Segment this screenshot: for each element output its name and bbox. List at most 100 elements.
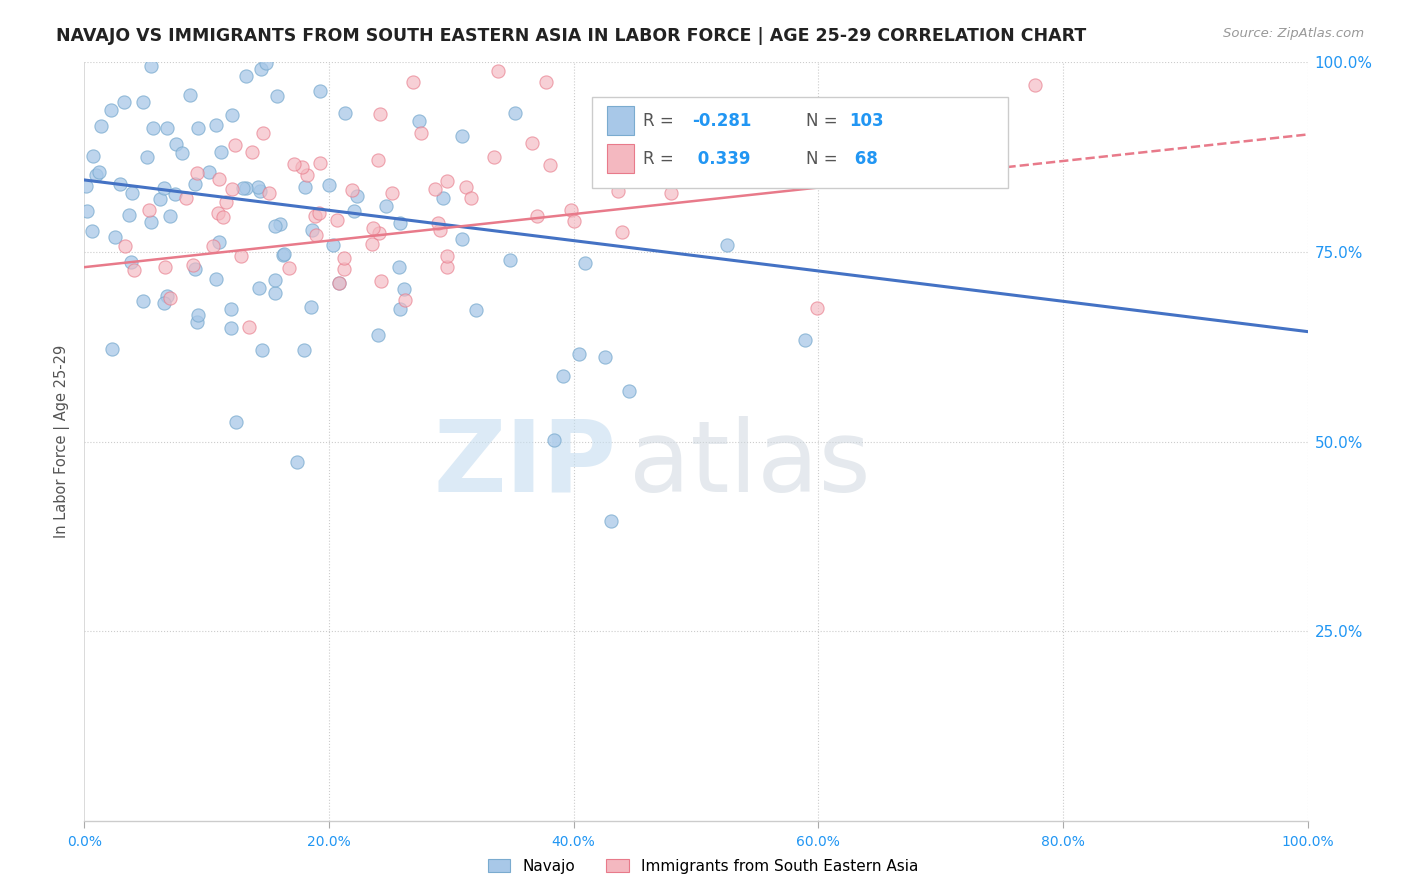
Point — [606, 184, 628, 198]
Point — [610, 225, 633, 239]
Point — [361, 220, 384, 235]
Point — [159, 291, 181, 305]
Point — [294, 180, 316, 194]
Point — [361, 236, 384, 251]
Point — [101, 343, 124, 357]
Point — [325, 213, 347, 227]
Point — [503, 106, 526, 120]
Point — [184, 261, 207, 276]
Point — [551, 369, 574, 384]
Point — [297, 168, 319, 182]
Point — [526, 209, 548, 223]
Point — [148, 40, 170, 54]
Point — [432, 190, 454, 204]
Point — [229, 249, 252, 263]
Point — [94, 40, 117, 54]
Point — [273, 246, 295, 260]
Text: Source: ZipAtlas.com: Source: ZipAtlas.com — [1223, 27, 1364, 40]
Point — [464, 303, 486, 318]
Point — [235, 180, 257, 194]
Point — [186, 165, 208, 179]
Point — [370, 274, 392, 288]
Point — [425, 182, 447, 196]
Point — [224, 138, 246, 153]
Point — [212, 210, 235, 224]
Point — [367, 153, 389, 167]
Point — [451, 231, 474, 245]
Point — [304, 228, 326, 243]
Text: 103: 103 — [849, 112, 883, 130]
Point — [427, 216, 450, 230]
Point — [232, 181, 254, 195]
Point — [100, 103, 122, 117]
Point — [716, 237, 738, 252]
Point — [90, 119, 112, 133]
Point — [141, 215, 163, 229]
Point — [163, 187, 186, 202]
Point — [225, 415, 247, 429]
Point — [153, 260, 176, 274]
Point — [277, 261, 299, 276]
Point — [257, 186, 280, 201]
Point — [159, 209, 181, 223]
Point — [335, 105, 357, 120]
Point — [328, 276, 350, 290]
Point — [197, 40, 219, 54]
Point — [436, 260, 458, 274]
Point — [207, 206, 229, 220]
Point — [534, 75, 557, 89]
Point — [538, 158, 561, 172]
Point — [187, 121, 209, 136]
Text: NAVAJO VS IMMIGRANTS FROM SOUTH EASTERN ASIA IN LABOR FORCE | AGE 25-29 CORRELAT: NAVAJO VS IMMIGRANTS FROM SOUTH EASTERN … — [56, 27, 1087, 45]
Point — [599, 514, 621, 528]
Legend: Navajo, Immigrants from South Eastern Asia: Navajo, Immigrants from South Eastern As… — [481, 853, 925, 880]
Point — [75, 40, 97, 54]
Point — [318, 178, 340, 192]
Text: N =: N = — [806, 112, 844, 130]
Point — [124, 262, 146, 277]
Point — [499, 252, 522, 267]
Point — [271, 248, 294, 262]
Point — [114, 239, 136, 253]
Point — [436, 249, 458, 263]
Point — [308, 156, 330, 170]
Point — [252, 343, 274, 358]
FancyBboxPatch shape — [592, 96, 1008, 187]
Point — [138, 202, 160, 217]
Text: ZIP: ZIP — [433, 416, 616, 513]
Point — [186, 315, 208, 329]
Point — [408, 113, 430, 128]
Point — [221, 108, 243, 122]
Point — [249, 62, 271, 77]
Point — [153, 181, 176, 195]
Point — [402, 75, 425, 89]
Point — [112, 95, 135, 109]
Point — [174, 191, 197, 205]
Point — [214, 194, 236, 209]
Point — [104, 229, 127, 244]
Point — [436, 174, 458, 188]
Point — [346, 189, 368, 203]
Point — [139, 59, 162, 73]
Point — [328, 276, 350, 290]
Point — [238, 320, 260, 334]
Point — [443, 40, 465, 54]
Point — [560, 202, 582, 217]
Point — [231, 40, 253, 54]
Point — [76, 204, 98, 219]
Text: N =: N = — [806, 150, 844, 168]
Point — [381, 186, 404, 200]
Y-axis label: In Labor Force | Age 25-29: In Labor Force | Age 25-29 — [55, 345, 70, 538]
Point — [209, 145, 232, 160]
Point — [266, 88, 288, 103]
Point — [153, 296, 176, 310]
Text: R =: R = — [644, 150, 679, 168]
Point — [149, 192, 172, 206]
Point — [219, 321, 242, 335]
Point — [187, 308, 209, 322]
Point — [240, 145, 263, 159]
Point — [806, 301, 828, 316]
Point — [108, 177, 131, 191]
Point — [367, 328, 389, 343]
Point — [204, 272, 226, 286]
